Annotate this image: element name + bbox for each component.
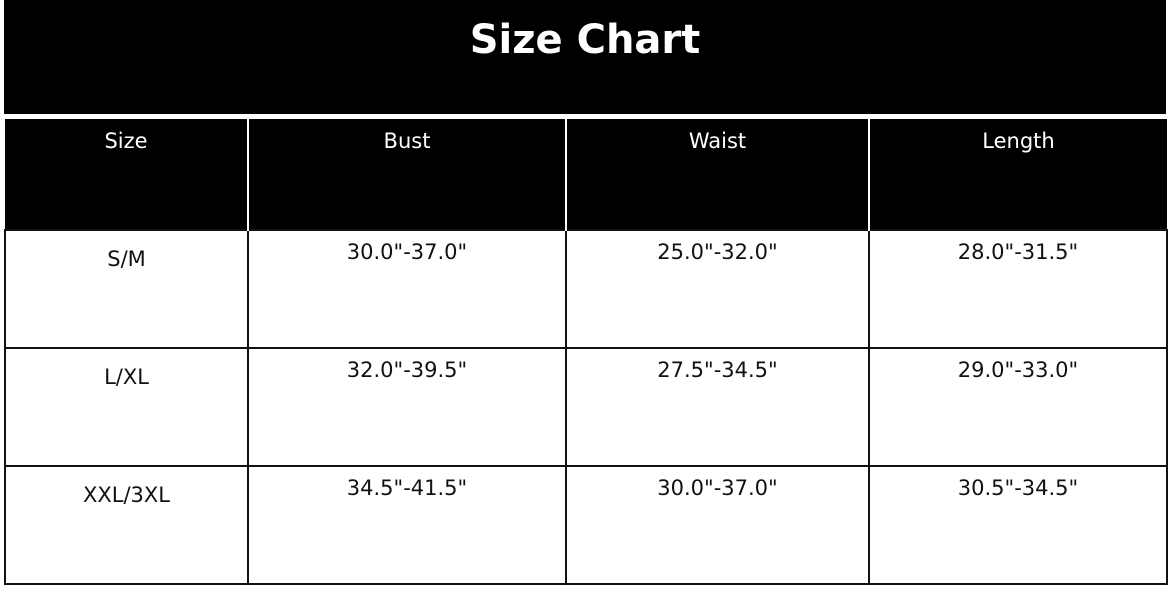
bust-cell: 30.0"-37.0" bbox=[247, 229, 567, 349]
size-cell: S/M bbox=[4, 229, 249, 349]
waist-cell: 30.0"-37.0" bbox=[565, 465, 870, 585]
title-band: Size Chart bbox=[4, 0, 1166, 114]
page-title: Size Chart bbox=[469, 17, 701, 63]
length-cell: 28.0"-31.5" bbox=[868, 229, 1168, 349]
waist-cell: 27.5"-34.5" bbox=[565, 347, 870, 467]
column-header-bust: Bust bbox=[247, 117, 566, 230]
table-row: L/XL 32.0"-39.5" 27.5"-34.5" 29.0"-33.0" bbox=[4, 347, 1168, 467]
table-row: XXL/3XL 34.5"-41.5" 30.0"-37.0" 30.5"-34… bbox=[4, 465, 1168, 585]
column-header-length: Length bbox=[868, 117, 1167, 230]
table-row: S/M 30.0"-37.0" 25.0"-32.0" 28.0"-31.5" bbox=[4, 229, 1168, 349]
length-cell: 29.0"-33.0" bbox=[868, 347, 1168, 467]
bust-cell: 34.5"-41.5" bbox=[247, 465, 567, 585]
waist-cell: 25.0"-32.0" bbox=[565, 229, 870, 349]
header-row: Size Bust Waist Length bbox=[5, 117, 1167, 230]
size-chart-table: Size Bust Waist Length S/M 30.0"-37.0" 2… bbox=[4, 117, 1168, 585]
column-header-size: Size bbox=[5, 117, 248, 230]
size-cell: XXL/3XL bbox=[4, 465, 249, 585]
length-cell: 30.5"-34.5" bbox=[868, 465, 1168, 585]
size-cell: L/XL bbox=[4, 347, 249, 467]
column-header-waist: Waist bbox=[565, 117, 869, 230]
bust-cell: 32.0"-39.5" bbox=[247, 347, 567, 467]
